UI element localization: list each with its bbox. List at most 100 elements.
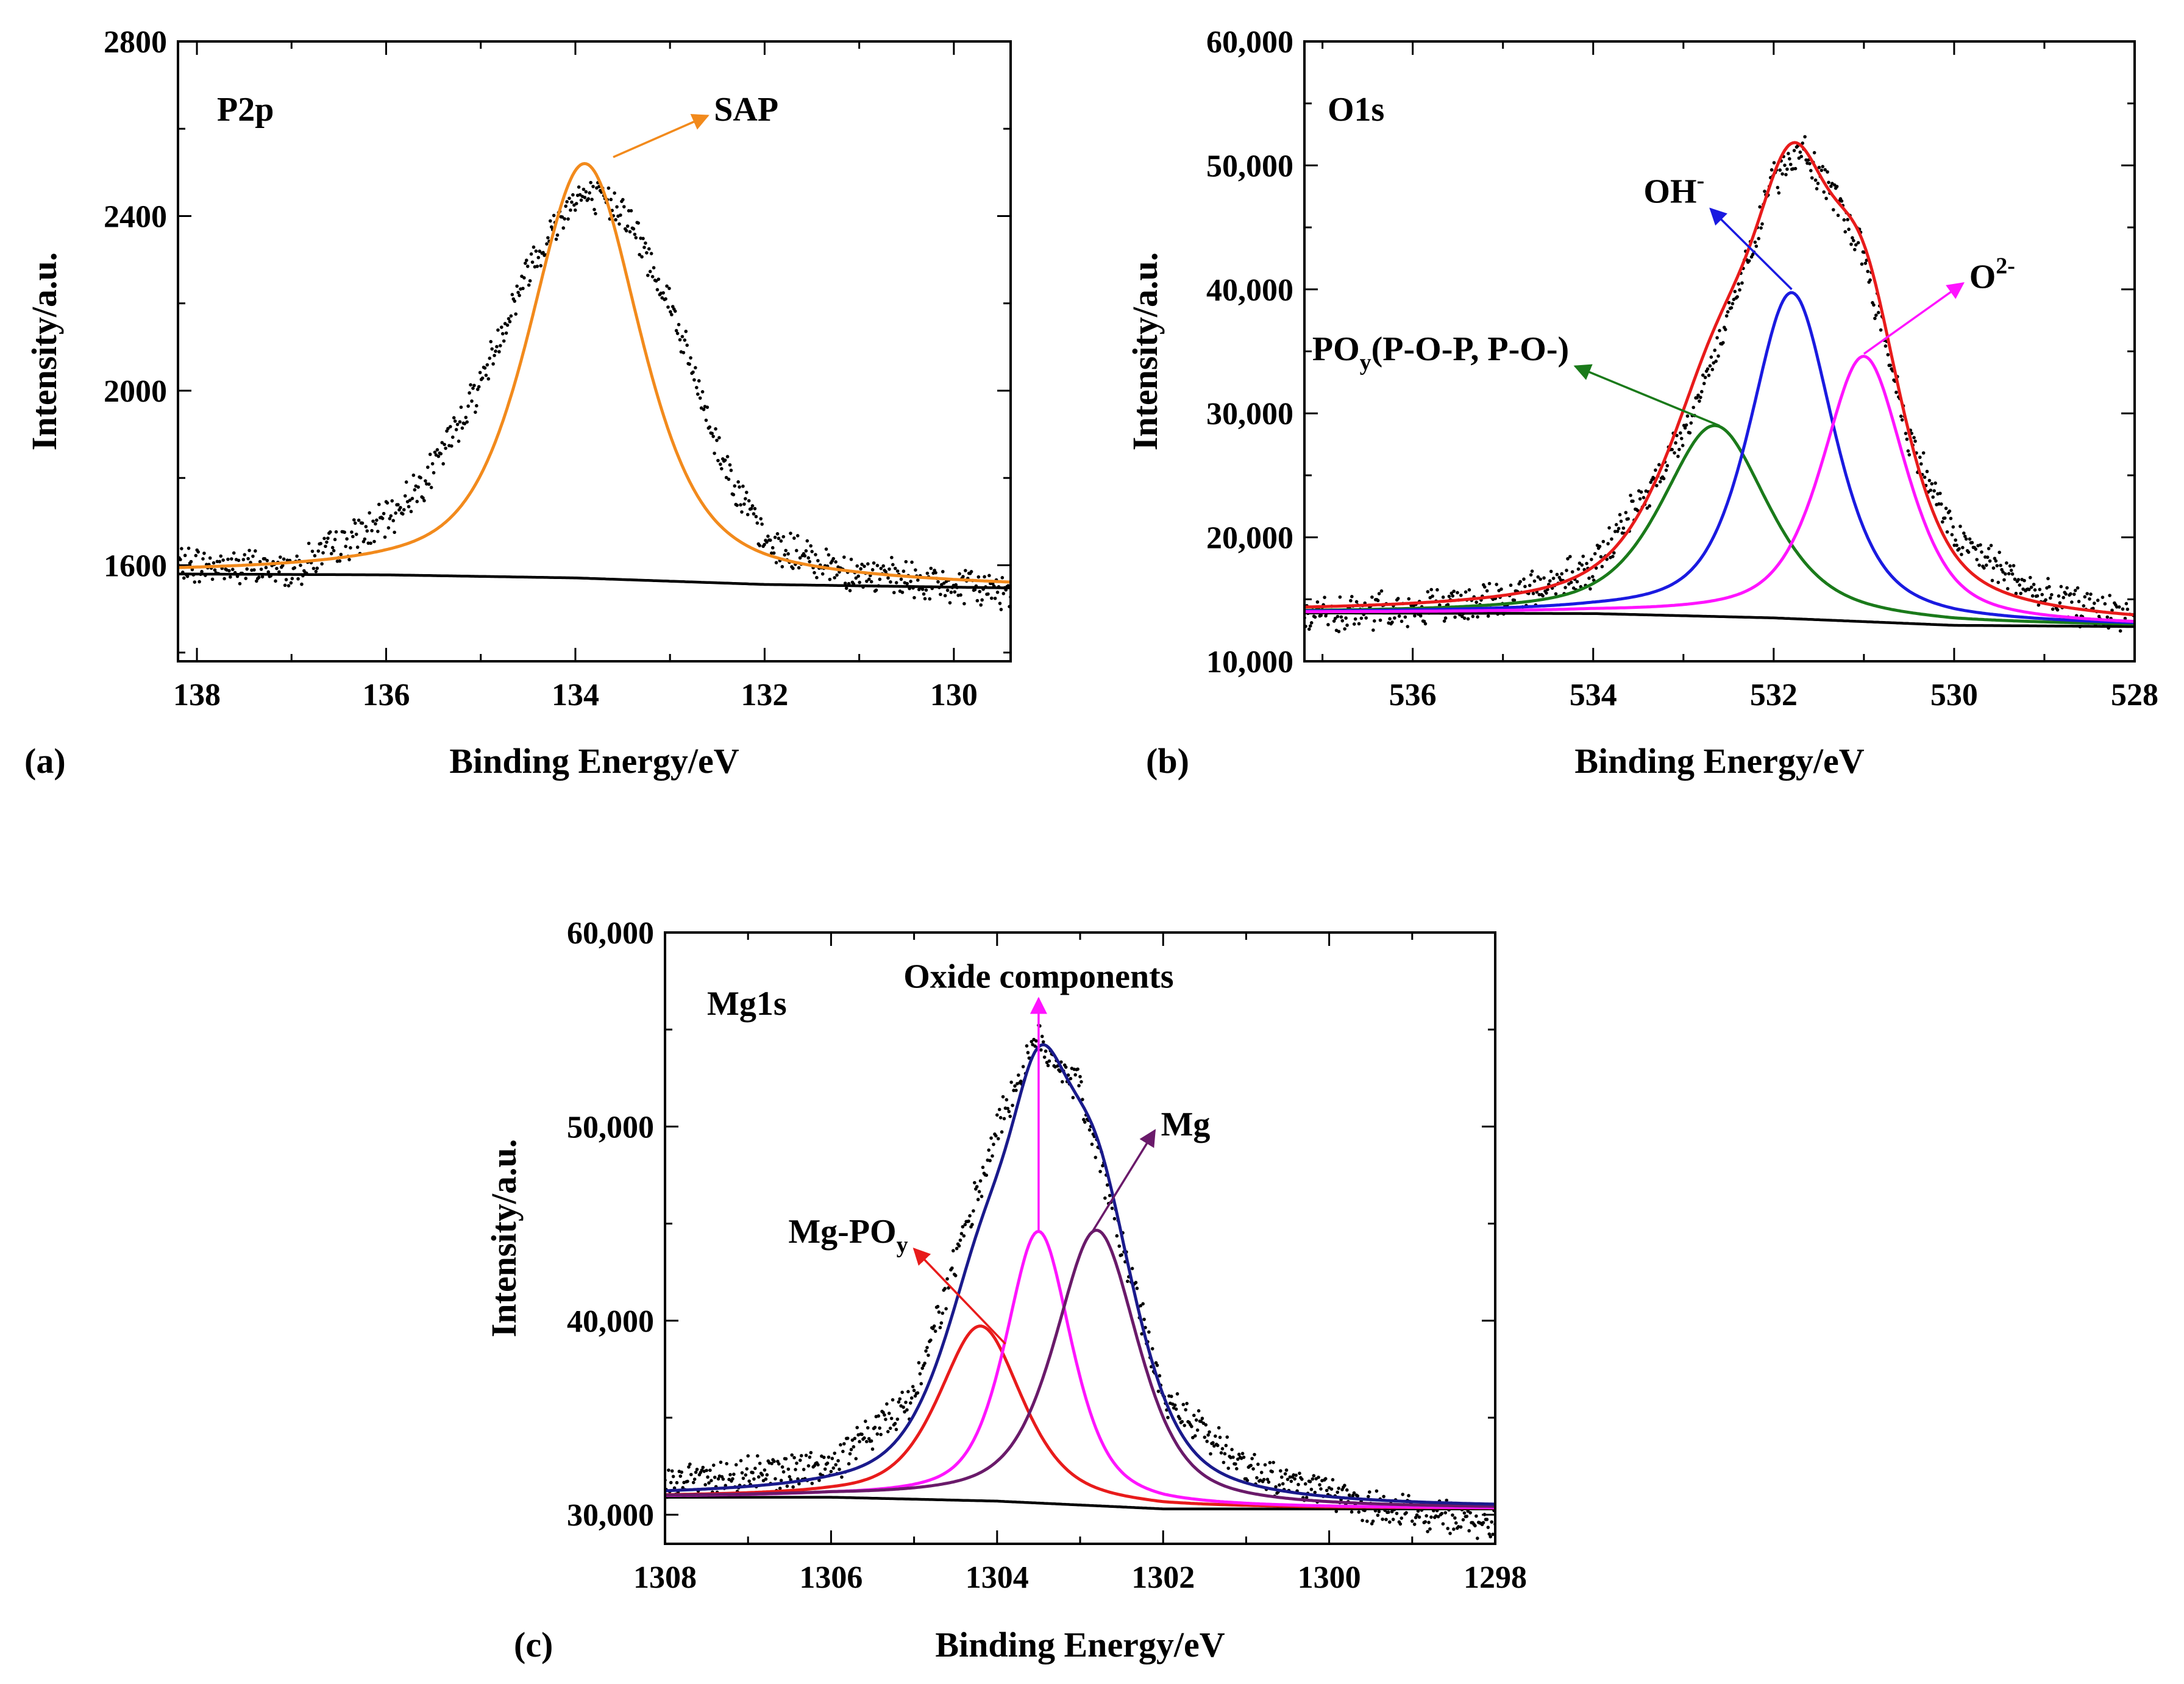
data-point xyxy=(1274,1485,1278,1489)
data-point xyxy=(1206,1433,1210,1437)
data-point xyxy=(731,1477,735,1481)
data-point xyxy=(478,371,482,375)
data-point xyxy=(1486,614,1490,618)
data-point xyxy=(824,547,828,551)
data-point xyxy=(953,1274,958,1277)
data-point xyxy=(624,229,628,233)
panel-label: (a) xyxy=(24,741,66,781)
data-point xyxy=(1245,1479,1250,1482)
data-point xyxy=(991,1154,994,1158)
data-point xyxy=(1284,1468,1289,1472)
data-point xyxy=(929,566,933,570)
data-point xyxy=(413,488,417,492)
data-point xyxy=(399,505,402,510)
data-point xyxy=(1575,580,1579,584)
data-point xyxy=(1991,566,1996,570)
data-point xyxy=(374,522,377,526)
data-point xyxy=(1381,1517,1384,1521)
fit-envelope xyxy=(665,1043,1495,1506)
data-point xyxy=(997,1107,1001,1112)
data-point xyxy=(1262,1477,1266,1482)
data-point xyxy=(2046,577,2050,581)
data-point xyxy=(920,588,925,591)
data-point xyxy=(1443,616,1448,620)
data-point xyxy=(945,588,950,592)
data-point xyxy=(815,575,819,580)
data-point xyxy=(1352,622,1356,626)
data-point xyxy=(388,517,392,520)
data-point xyxy=(1590,558,1593,561)
data-point xyxy=(1849,242,1853,246)
y-tick-label: 40,000 xyxy=(1206,273,1293,308)
data-point xyxy=(864,1419,867,1423)
peak-label: POy(P-O-P, P-O-) xyxy=(1312,330,1569,375)
data-point xyxy=(1955,543,1958,547)
data-point xyxy=(1783,163,1787,167)
data-point xyxy=(820,572,825,576)
data-point xyxy=(772,1459,776,1463)
data-point xyxy=(1452,589,1456,593)
data-point xyxy=(805,539,809,543)
data-point xyxy=(504,331,508,335)
data-point xyxy=(1197,1409,1201,1413)
data-point xyxy=(1293,1477,1297,1481)
data-point xyxy=(744,491,749,494)
data-point xyxy=(1481,1521,1485,1525)
data-point xyxy=(440,441,444,445)
data-point xyxy=(694,366,697,370)
data-point xyxy=(528,279,532,283)
data-point xyxy=(1542,576,1546,580)
data-point xyxy=(810,550,814,553)
data-point xyxy=(422,499,426,503)
data-point xyxy=(1698,399,1701,403)
data-point xyxy=(916,1391,920,1395)
data-point xyxy=(1473,1524,1477,1528)
data-point xyxy=(426,465,430,469)
data-point xyxy=(213,568,217,572)
data-point xyxy=(1249,1463,1253,1468)
data-point xyxy=(1829,184,1833,188)
data-point xyxy=(1950,533,1954,537)
data-point xyxy=(1702,382,1706,386)
data-point xyxy=(530,260,535,264)
peak-label-text: Mg xyxy=(1161,1106,1211,1143)
data-point xyxy=(1476,1537,1479,1540)
data-point xyxy=(961,1224,965,1229)
data-point xyxy=(1041,1040,1045,1044)
data-point xyxy=(884,570,887,574)
y-tick-label: 1600 xyxy=(104,549,167,583)
data-point xyxy=(594,211,597,216)
data-point xyxy=(855,564,859,568)
data-point xyxy=(1279,1469,1282,1473)
data-point xyxy=(1461,1518,1465,1522)
data-point xyxy=(1827,180,1830,185)
data-point xyxy=(1788,162,1793,166)
data-point xyxy=(738,485,741,489)
data-point xyxy=(591,185,595,188)
data-point xyxy=(1476,615,1479,619)
data-point xyxy=(980,598,984,602)
data-point xyxy=(408,498,412,502)
data-point xyxy=(1008,1114,1012,1118)
data-point xyxy=(1191,1435,1195,1440)
data-point xyxy=(1560,572,1564,576)
data-point xyxy=(2036,603,2041,607)
data-point xyxy=(283,583,287,588)
data-point xyxy=(219,554,223,558)
data-point xyxy=(1886,353,1890,357)
data-point xyxy=(766,535,770,538)
data-point xyxy=(1141,1302,1145,1306)
data-point xyxy=(1925,469,1929,474)
data-point xyxy=(792,536,796,540)
data-point xyxy=(970,1223,974,1226)
data-point xyxy=(1323,595,1326,599)
data-point xyxy=(1499,587,1503,591)
data-point xyxy=(1964,537,1968,541)
data-point xyxy=(354,532,358,536)
data-point xyxy=(592,208,596,211)
data-point xyxy=(2108,594,2111,597)
data-point xyxy=(1234,1462,1237,1466)
data-point xyxy=(829,1469,833,1474)
data-point xyxy=(654,279,658,283)
data-point xyxy=(1664,468,1668,472)
